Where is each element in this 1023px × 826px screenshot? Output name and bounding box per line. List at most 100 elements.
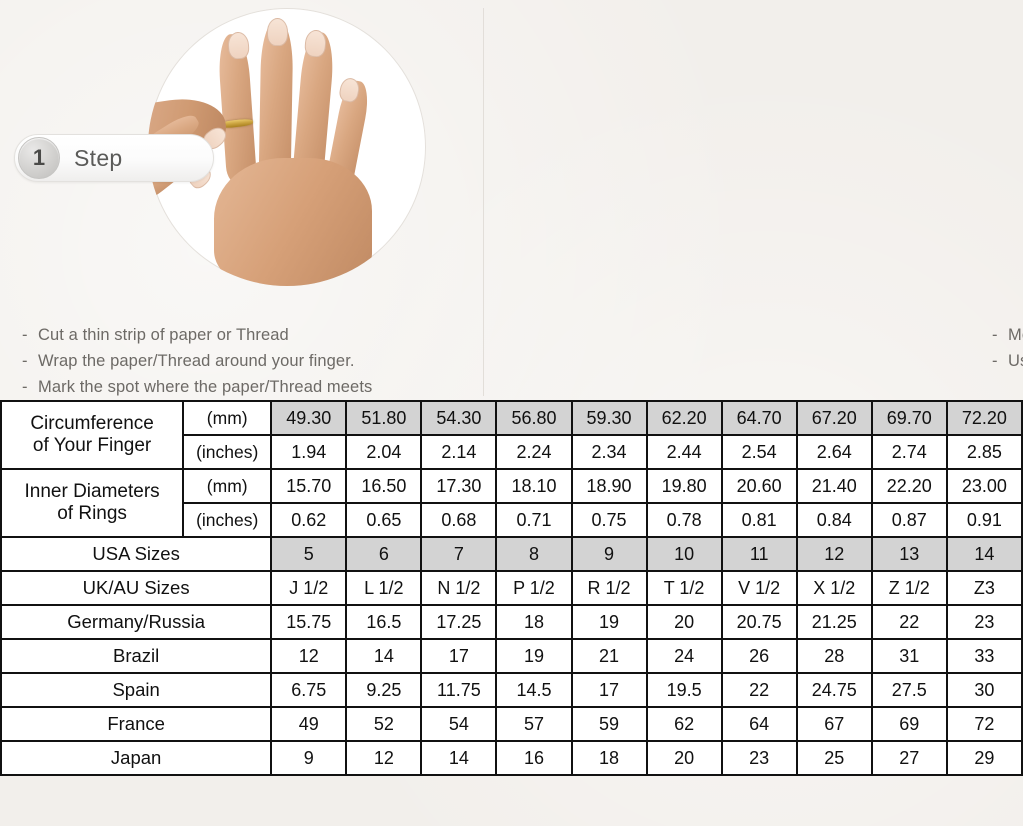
table-row: Brazil 12 14 17 19 21 24 26 28 31 33 [0,638,1023,674]
data-cell: 31 [870,638,948,674]
unit-label: (inches) [182,502,273,538]
instruction-line: -Measure the length of the thread with y… [992,322,1023,348]
data-cell: 12 [345,740,423,776]
region-label: Spain [0,672,273,708]
table-row: Japan 9 12 14 16 18 20 23 25 27 29 [0,740,1023,776]
data-cell: 17.30 [420,468,498,504]
panel-divider [483,8,484,396]
data-cell: 12 [270,638,348,674]
data-cell: 17.25 [420,604,498,640]
data-cell: 16.5 [345,604,423,640]
instruction-line: - Wrap the paper/Thread around your finge… [22,348,372,374]
table-row: (inches) 0.62 0.65 0.68 0.71 0.75 0.78 0.81 0.84… [1,502,1023,538]
row-group-label: Circumference of Your Finger [0,400,185,470]
data-cell: 19 [570,604,648,640]
table-row: USA Sizes 5 6 7 8 9 10 11 12 13 14 [0,536,1023,572]
data-cell: 0.68 [420,502,498,538]
data-cell: 5 [270,536,348,572]
data-cell: 12 [795,536,873,572]
table-row: France 49 52 54 57 59 62 64 67 69 72 [0,706,1023,742]
region-label: UK/AU Sizes [0,570,273,606]
data-cell: 59.30 [570,400,648,436]
data-cell: 24.75 [795,672,873,708]
data-cell: 0.91 [945,502,1023,538]
step-1-number: 1 [18,137,60,179]
data-cell: 67 [795,706,873,742]
instruction-text: Mark the spot where the paper/Thread mee… [38,378,373,396]
data-cell: 25 [795,740,873,776]
unit-label: (inches) [182,434,273,470]
data-cell: 2.54 [720,434,798,470]
data-cell: 72.20 [945,400,1023,436]
region-label: France [0,706,273,742]
data-cell: 11.75 [420,672,498,708]
bullet-dash-icon: - [22,326,28,344]
data-cell: 24 [645,638,723,674]
data-cell: 29 [945,740,1023,776]
data-cell: 2.24 [495,434,573,470]
instruction-text: Cut a thin strip of paper or Thread [38,326,289,344]
bullet-dash-icon: - [22,378,28,396]
instruction-text: Wrap the paper/Thread around your finger… [38,352,355,370]
data-cell: 2.14 [420,434,498,470]
data-cell: 69.70 [870,400,948,436]
row-group-label: Inner Diameters of Rings [0,468,185,538]
data-cell: 0.62 [270,502,348,538]
bullet-dash-icon: - [992,352,998,370]
data-cell: 11 [720,536,798,572]
data-cell: 0.75 [570,502,648,538]
data-cell: 27 [870,740,948,776]
data-cell: 0.84 [795,502,873,538]
data-cell: 2.34 [570,434,648,470]
data-cell: 15.70 [270,468,348,504]
data-cell: X 1/2 [795,570,873,606]
step-2-instructions: -Measure the length of the thread with y… [992,322,1023,374]
data-cell: 2.44 [645,434,723,470]
row-group-label-line: Circumference [30,413,154,434]
data-cell: 54 [420,706,498,742]
data-cell: 23.00 [945,468,1023,504]
table-row: Inner Diameters of Rings (mm) 15.70 16.50 17.… [0,468,1023,538]
data-cell: 49 [270,706,348,742]
table-row: UK/AU Sizes J 1/2 L 1/2 N 1/2 P 1/2 R 1/2 T 1/… [0,570,1023,606]
step-1-label: Step [74,144,123,171]
unit-label: (mm) [182,468,273,504]
data-cell: 57 [495,706,573,742]
data-cell: 22 [720,672,798,708]
data-cell: 23 [720,740,798,776]
data-cell: 16.50 [345,468,423,504]
data-cell: 21.40 [795,468,873,504]
data-cell: J 1/2 [270,570,348,606]
data-cell: 18 [570,740,648,776]
data-cell: 20.60 [720,468,798,504]
data-cell: 10 [645,536,723,572]
data-cell: 14 [945,536,1023,572]
data-cell: 14 [420,740,498,776]
table-row: Spain 6.75 9.25 11.75 14.5 17 19.5 22 24.75 27.5 3… [0,672,1023,708]
data-cell: T 1/2 [645,570,723,606]
ring-size-chart: Circumference of Your Finger (mm) 49.30 51.8… [0,400,1023,776]
data-cell: 21.25 [795,604,873,640]
data-cell: 20.75 [720,604,798,640]
data-cell: 62.20 [645,400,723,436]
data-cell: 17 [420,638,498,674]
data-cell: 14 [345,638,423,674]
bullet-dash-icon: - [992,326,998,344]
data-cell: 6.75 [270,672,348,708]
data-cell: 8 [495,536,573,572]
data-cell: 28 [795,638,873,674]
data-cell: 0.81 [720,502,798,538]
data-cell: 2.64 [795,434,873,470]
data-cell: 52 [345,706,423,742]
data-cell: 27.5 [870,672,948,708]
data-cell: 19.80 [645,468,723,504]
data-cell: 69 [870,706,948,742]
data-cell: 33 [945,638,1023,674]
table-row: Germany/Russia 15.75 16.5 17.25 18 19 20 20.75 2… [0,604,1023,640]
data-cell: 13 [870,536,948,572]
row-group-label-line: of Rings [57,503,127,524]
data-cell: 18.10 [495,468,573,504]
region-label: Brazil [0,638,273,674]
data-cell: 22 [870,604,948,640]
